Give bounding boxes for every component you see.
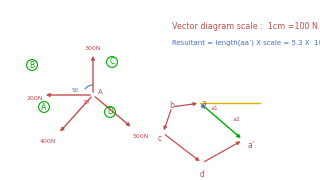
Text: a2: a2 [233, 117, 241, 122]
Text: D: D [107, 107, 113, 116]
Text: c: c [158, 134, 162, 143]
Text: A: A [41, 102, 47, 111]
Text: 70: 70 [83, 100, 90, 105]
Text: 200N: 200N [27, 96, 43, 100]
Text: 300N: 300N [85, 46, 101, 51]
Text: A: A [98, 89, 103, 95]
Text: C: C [109, 57, 115, 66]
Text: b: b [169, 101, 174, 110]
Text: Vector diagram scale :  1cm =100 N: Vector diagram scale : 1cm =100 N [172, 22, 318, 31]
Text: a’: a’ [247, 141, 254, 150]
Text: 500N: 500N [133, 134, 149, 139]
Text: a: a [201, 99, 206, 108]
Text: Resultant = length(aa’) X scale = 5.3 X  100 = 530 N: Resultant = length(aa’) X scale = 5.3 X … [172, 40, 320, 46]
Text: 400N: 400N [40, 139, 56, 144]
Text: B: B [29, 60, 35, 69]
Text: a1: a1 [211, 106, 219, 111]
Text: d: d [200, 170, 205, 179]
Text: 50: 50 [71, 89, 78, 93]
